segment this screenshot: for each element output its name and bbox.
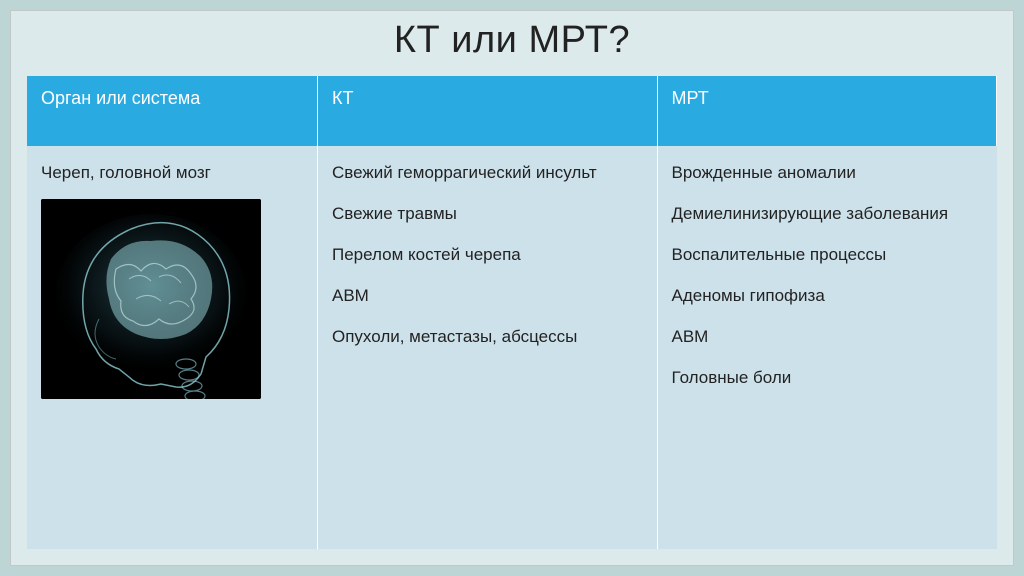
list-item: Головные боли <box>672 367 984 390</box>
list-item: АВМ <box>332 285 643 308</box>
table-header-mrt: МРТ <box>658 76 998 146</box>
organ-label: Череп, головной мозг <box>41 162 303 185</box>
brain-image <box>41 199 261 399</box>
slide: КТ или МРТ? Орган или система КТ МРТ Чер… <box>10 10 1014 566</box>
table-header-organ: Орган или система <box>27 76 318 146</box>
table-header-kt: КТ <box>318 76 658 146</box>
list-item: Свежий геморрагический инсульт <box>332 162 643 185</box>
cell-organ: Череп, головной мозг <box>27 146 318 549</box>
cell-kt: Свежий геморрагический инсульт Свежие тр… <box>318 146 658 549</box>
list-item: Аденомы гипофиза <box>672 285 984 308</box>
cell-mrt: Врожденные аномалии Демиелинизирующие за… <box>658 146 998 549</box>
list-item: Опухоли, метастазы, абсцессы <box>332 326 643 349</box>
list-item: Перелом костей черепа <box>332 244 643 267</box>
brain-xray-icon <box>41 199 261 399</box>
list-item: АВМ <box>672 326 984 349</box>
slide-title: КТ или МРТ? <box>11 11 1013 76</box>
list-item: Воспалительные процессы <box>672 244 984 267</box>
list-item: Демиелинизирующие заболевания <box>672 203 984 226</box>
list-item: Свежие травмы <box>332 203 643 226</box>
comparison-table: Орган или система КТ МРТ Череп, головной… <box>27 76 997 549</box>
list-item: Врожденные аномалии <box>672 162 984 185</box>
